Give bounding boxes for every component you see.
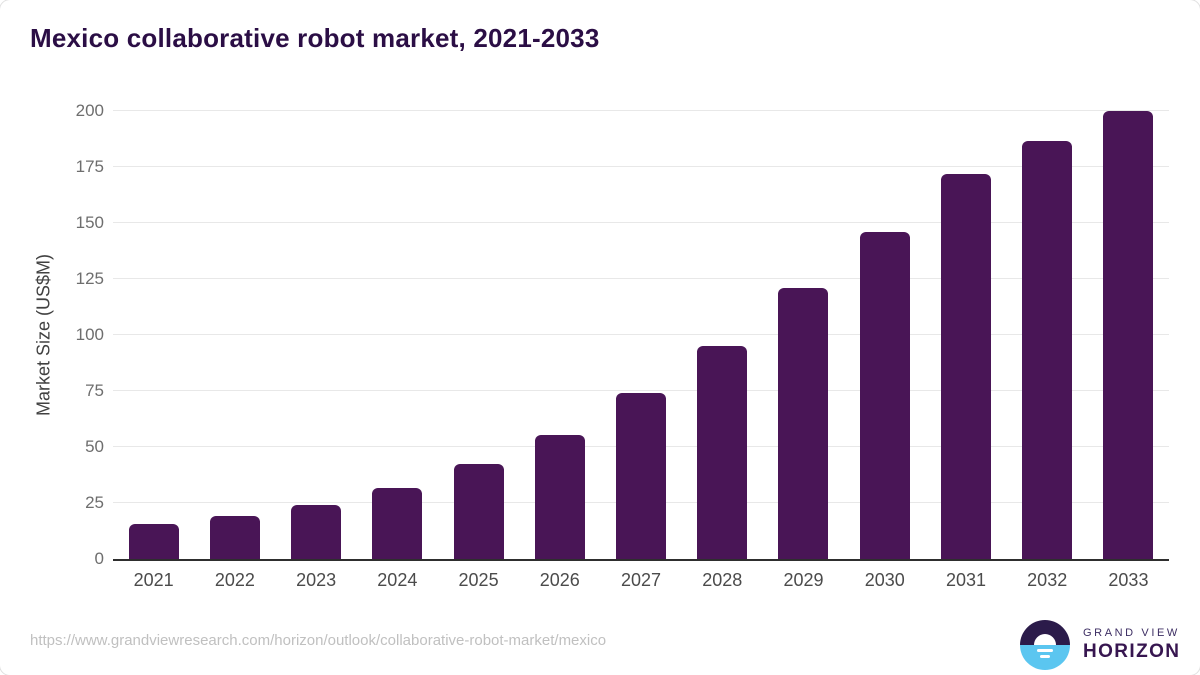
bar-cell bbox=[844, 111, 925, 559]
gridline bbox=[113, 278, 1169, 279]
bar-cell bbox=[682, 111, 763, 559]
gridline bbox=[113, 166, 1169, 167]
bar-cell bbox=[1088, 111, 1169, 559]
gridline bbox=[113, 222, 1169, 223]
plot-area bbox=[113, 110, 1169, 561]
horizon-reflection-line bbox=[1040, 655, 1050, 658]
x-tick-label: 2033 bbox=[1108, 570, 1149, 590]
bar-cell bbox=[357, 111, 438, 559]
bar bbox=[453, 463, 504, 559]
bar-cell bbox=[763, 111, 844, 559]
horizon-logo-icon bbox=[1020, 620, 1070, 670]
bar bbox=[291, 505, 342, 559]
bar bbox=[940, 173, 991, 559]
x-tick-label: 2031 bbox=[945, 570, 986, 590]
gridline bbox=[113, 110, 1169, 111]
grand-view-horizon-logo: GRAND VIEW HORIZON bbox=[1020, 620, 1180, 670]
x-tick-label: 2024 bbox=[377, 570, 418, 590]
x-tick-label: 2023 bbox=[296, 570, 337, 590]
bar bbox=[778, 287, 829, 559]
bar-cell bbox=[194, 111, 275, 559]
x-tick-label: 2029 bbox=[783, 570, 824, 590]
x-tick-label: 2022 bbox=[214, 570, 255, 590]
bars-container bbox=[113, 111, 1169, 559]
gridline bbox=[113, 334, 1169, 335]
x-axis-labels: 2021 2022 2023 2024 2025 2026 2027 2028 2029 2030… bbox=[113, 570, 1169, 591]
bar-cell bbox=[519, 111, 600, 559]
logo-wordmark: GRAND VIEW HORIZON bbox=[1083, 627, 1180, 663]
logo-brand-bottom: HORIZON bbox=[1083, 641, 1181, 662]
y-tick-label: 175 bbox=[75, 157, 104, 176]
x-tick-label: 2025 bbox=[458, 570, 499, 590]
bar bbox=[616, 393, 667, 559]
x-tick-label: 2028 bbox=[702, 570, 743, 590]
bar bbox=[534, 434, 585, 559]
x-tick-label: 2032 bbox=[1027, 570, 1068, 590]
y-tick-label: 200 bbox=[75, 101, 104, 120]
bar bbox=[859, 231, 910, 559]
x-tick-label: 2030 bbox=[864, 570, 905, 590]
bar-cell bbox=[600, 111, 681, 559]
y-axis-tick-labels: 0 25 50 75 100 125 150 175 200 bbox=[0, 101, 104, 568]
bar-cell bbox=[438, 111, 519, 559]
sun-icon bbox=[1034, 634, 1056, 645]
bar bbox=[128, 524, 179, 559]
chart-title: Mexico collaborative robot market, 2021-… bbox=[30, 23, 600, 53]
x-tick-label: 2021 bbox=[133, 570, 174, 590]
logo-brand-top: GRAND VIEW bbox=[1083, 627, 1180, 639]
y-tick-label: 75 bbox=[85, 381, 104, 400]
x-tick-label: 2026 bbox=[539, 570, 580, 590]
bar-cell bbox=[275, 111, 356, 559]
y-tick-label: 125 bbox=[75, 269, 104, 288]
bar-cell bbox=[113, 111, 194, 559]
y-tick-label: 50 bbox=[85, 437, 104, 456]
gridline bbox=[113, 390, 1169, 391]
bar bbox=[697, 346, 748, 559]
y-tick-label: 100 bbox=[75, 325, 104, 344]
source-url: https://www.grandviewresearch.com/horizo… bbox=[30, 632, 607, 649]
bar bbox=[209, 516, 260, 559]
y-tick-label: 25 bbox=[85, 493, 104, 512]
bar-cell bbox=[1007, 111, 1088, 559]
y-tick-label: 150 bbox=[75, 213, 104, 232]
horizon-reflection-line bbox=[1037, 649, 1053, 652]
bar bbox=[372, 488, 423, 559]
bar-cell bbox=[925, 111, 1006, 559]
x-tick-label: 2027 bbox=[621, 570, 662, 590]
bar bbox=[1103, 111, 1154, 559]
bar bbox=[1022, 141, 1073, 559]
y-tick-label: 0 bbox=[94, 549, 104, 568]
